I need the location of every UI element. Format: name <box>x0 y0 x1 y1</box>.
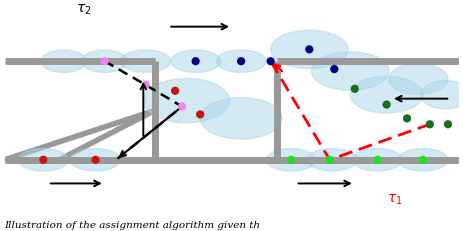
Ellipse shape <box>18 149 68 171</box>
Point <box>419 158 426 162</box>
Ellipse shape <box>82 51 127 73</box>
Point <box>287 158 294 162</box>
Ellipse shape <box>311 53 388 91</box>
Point <box>192 60 199 64</box>
Point <box>142 84 149 87</box>
Ellipse shape <box>307 149 357 171</box>
Point <box>178 105 185 109</box>
Ellipse shape <box>170 51 220 73</box>
Point <box>330 68 337 72</box>
Ellipse shape <box>216 51 266 73</box>
Ellipse shape <box>70 149 120 171</box>
Ellipse shape <box>397 149 447 171</box>
Point <box>39 158 47 162</box>
Point <box>305 48 313 52</box>
Point <box>444 123 451 127</box>
Ellipse shape <box>266 149 315 171</box>
Point <box>373 158 381 162</box>
Ellipse shape <box>352 149 402 171</box>
Ellipse shape <box>200 98 282 140</box>
Point <box>382 103 389 107</box>
Ellipse shape <box>120 51 170 73</box>
Ellipse shape <box>143 79 229 123</box>
Point <box>350 88 358 91</box>
Point <box>92 158 99 162</box>
Point <box>266 60 274 64</box>
Point <box>325 158 333 162</box>
Point <box>171 89 179 93</box>
Point <box>237 60 244 64</box>
Ellipse shape <box>270 31 347 69</box>
Point <box>196 113 203 117</box>
Ellipse shape <box>420 81 463 109</box>
Text: $\tau_1$: $\tau_1$ <box>386 191 401 206</box>
Ellipse shape <box>41 51 86 73</box>
Point <box>425 123 432 127</box>
Text: $\tau_2$: $\tau_2$ <box>76 2 92 17</box>
Ellipse shape <box>350 77 422 114</box>
Ellipse shape <box>388 64 447 95</box>
Point <box>402 117 410 121</box>
Point <box>101 60 108 64</box>
Text: Illustration of the assignment algorithm given th: Illustration of the assignment algorithm… <box>5 220 260 229</box>
